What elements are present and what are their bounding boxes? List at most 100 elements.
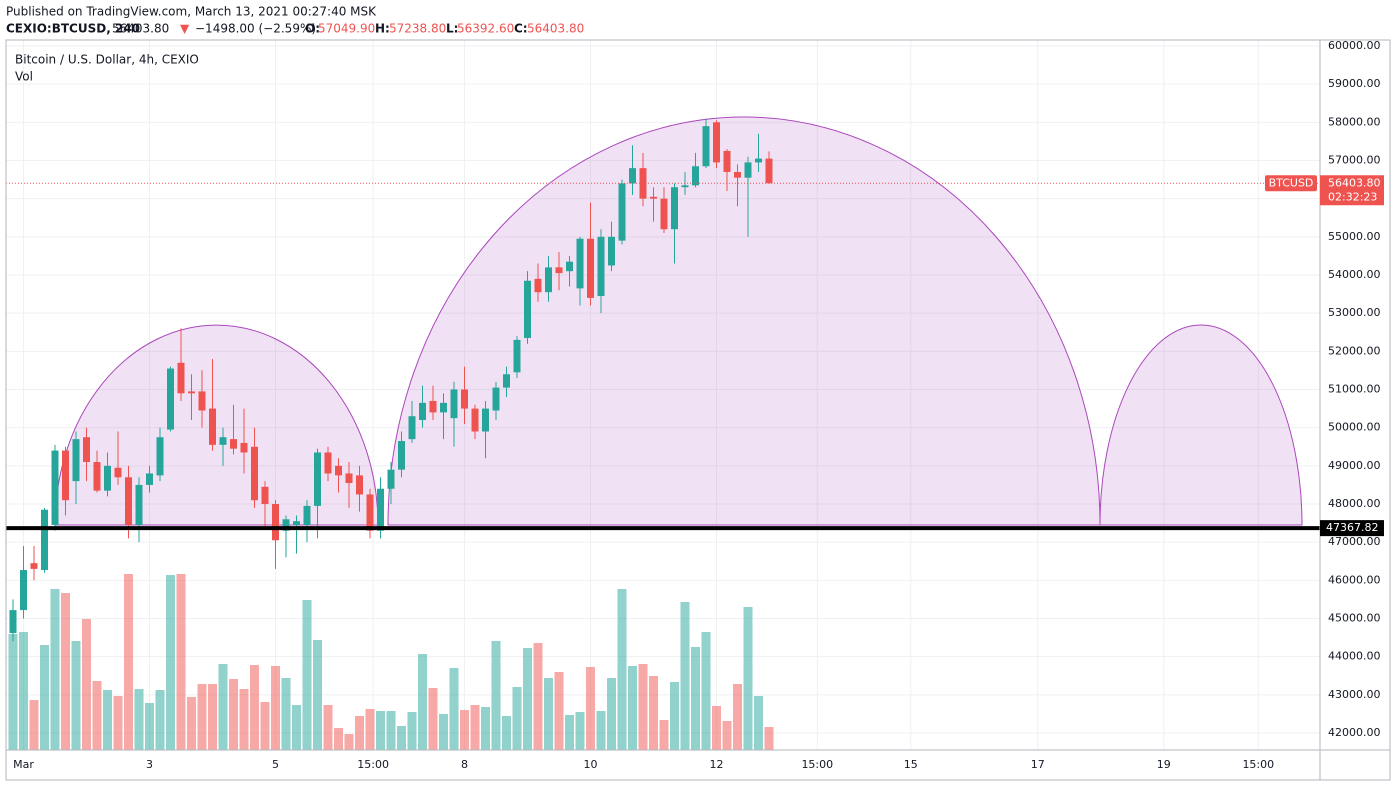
ohlc-label: H: (375, 22, 390, 36)
arc-shape (1099, 324, 1303, 526)
y-tick-label: 50000.00 (1328, 421, 1381, 434)
candle-body (461, 389, 468, 409)
candle-body (440, 402, 447, 413)
volume-bar (502, 716, 511, 750)
candle-body (230, 439, 237, 449)
candle-body (524, 280, 531, 338)
volume-bar (134, 689, 144, 750)
volume-bar (764, 727, 774, 750)
ohlc-value: 56392.60 (457, 22, 514, 36)
price-pane (6, 118, 1320, 642)
volume-bar (554, 672, 564, 750)
volume-bar (376, 711, 385, 750)
volume-bar (691, 647, 700, 750)
candle-body (566, 261, 573, 272)
y-tick-label: 43000.00 (1328, 688, 1381, 701)
volume-bar (334, 728, 343, 750)
candle-body (125, 477, 132, 525)
x-tick-label: 10 (584, 758, 598, 771)
volume-bar (743, 607, 753, 750)
candle-body (734, 171, 741, 178)
volume-bar (607, 678, 616, 750)
volume-bar (701, 632, 711, 750)
candle-body (765, 158, 773, 184)
volume-bar (575, 712, 585, 750)
last-price-label: 56403.80 (1328, 176, 1381, 189)
candle-body (293, 521, 300, 525)
candle-body (660, 198, 668, 230)
candle-body (471, 408, 479, 432)
volume-bar (197, 684, 207, 750)
candle-body (114, 467, 122, 478)
candle-body (282, 519, 290, 531)
y-tick-label: 60000.00 (1328, 39, 1381, 52)
published: Published on TradingView.com, March 13, … (6, 5, 377, 19)
volume-bar (313, 640, 322, 750)
volume-bar (428, 688, 438, 750)
candle-body (62, 450, 69, 501)
volume-bar (565, 715, 574, 750)
ohlc-label: C: (514, 22, 528, 36)
x-tick-label: 19 (1157, 758, 1171, 771)
candle-body (377, 488, 384, 531)
candle-body (156, 437, 164, 476)
candle-body (30, 563, 38, 569)
volume-bar (460, 710, 469, 750)
change-arrow: ▼ (180, 22, 190, 36)
candle-body (650, 196, 657, 199)
symbol: CEXIO:BTCUSD, 240 (6, 22, 140, 36)
candle-body (692, 166, 699, 186)
volume-bar (124, 574, 133, 750)
y-tick-label: 57000.00 (1328, 154, 1381, 167)
candle-body (272, 504, 279, 541)
volume-bar (418, 654, 427, 750)
volume-bar (302, 600, 312, 750)
ohlc-value: 56403.80 (527, 22, 584, 36)
candle-body (408, 416, 416, 440)
candle-body (387, 469, 395, 489)
volume-bar (8, 634, 18, 750)
candle-body (555, 267, 563, 274)
candle-body (251, 446, 258, 501)
candle-body (398, 441, 405, 470)
candle-body (576, 238, 584, 289)
y-tick-label: 46000.00 (1328, 573, 1381, 586)
volume-bar (239, 689, 249, 750)
arc-shape (387, 116, 1101, 526)
candle-body (72, 439, 80, 482)
candle-body (219, 437, 227, 445)
volume-bar (491, 641, 501, 750)
x-tick-label: Mar (13, 758, 34, 771)
candle-body (744, 162, 752, 178)
last: 56403.80 (112, 22, 169, 36)
frame (5, 39, 1391, 781)
volume-bar (292, 705, 301, 750)
candle-body (167, 368, 174, 430)
volume-bar (523, 648, 532, 750)
hline-label: 47367.82 (1326, 521, 1379, 534)
volume-bar (649, 676, 658, 750)
y-tick-label: 52000.00 (1328, 344, 1381, 357)
volume-bar (281, 678, 291, 750)
chart-title: Bitcoin / U.S. Dollar, 4h, CEXIO (15, 53, 199, 67)
y-tick-label: 55000.00 (1328, 230, 1381, 243)
candle-body (419, 402, 426, 421)
y-tick-label: 53000.00 (1328, 306, 1381, 319)
candle-body (671, 187, 678, 230)
volume-bar (617, 589, 627, 750)
candle-body (20, 570, 27, 611)
y-tick-label: 44000.00 (1328, 650, 1381, 663)
candle-body (513, 339, 521, 373)
candle-body (240, 442, 248, 453)
candle-body (188, 391, 195, 394)
volume-bar (92, 681, 102, 750)
candle-body (482, 408, 489, 432)
y-tick-label: 48000.00 (1328, 497, 1381, 510)
y-tick-label: 49000.00 (1328, 459, 1381, 472)
volume-bar (103, 690, 112, 750)
y-tick-label: 59000.00 (1328, 77, 1381, 90)
volume-bar (512, 687, 522, 750)
volume-bar (407, 712, 417, 750)
volume-bar (449, 668, 459, 750)
volume-bar (659, 720, 669, 750)
